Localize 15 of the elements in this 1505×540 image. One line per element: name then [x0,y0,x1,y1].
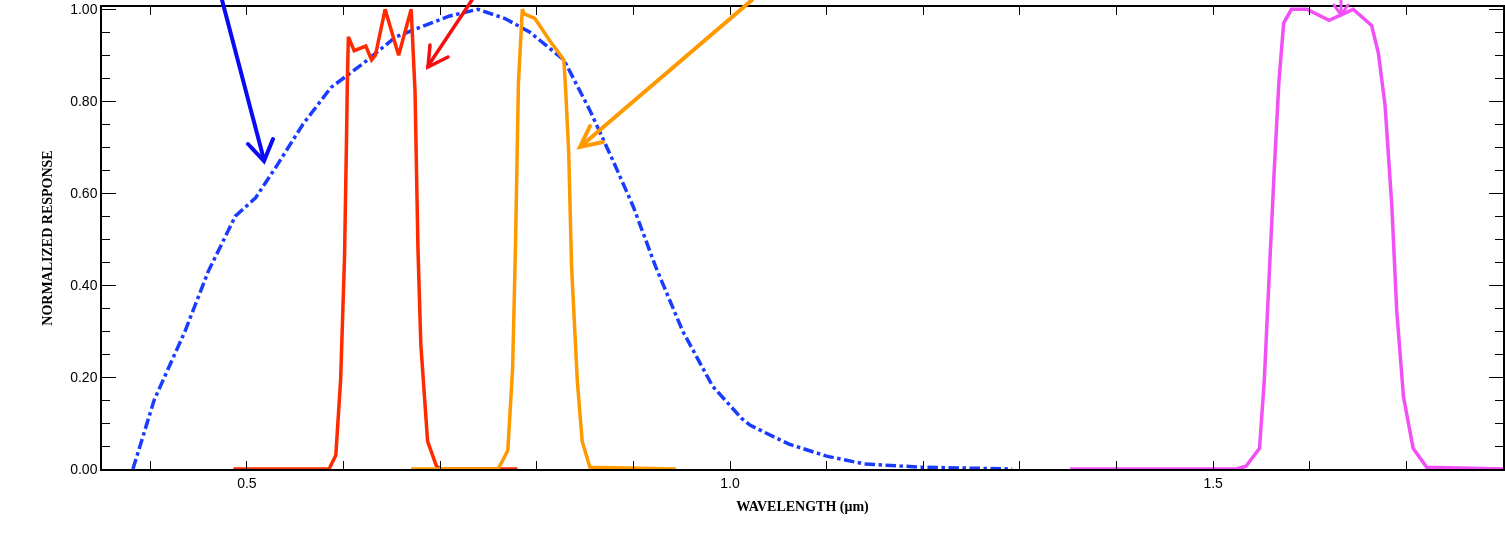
y-axis-title: NORMALIZED RESPONSE [40,150,56,326]
line-series [409,7,678,469]
y-tick-label: 0.60 [70,185,98,202]
y-tick-label: 0.20 [70,368,98,385]
x-axis-title: WAVELENGTH (μm) [736,499,870,516]
line-series [131,7,1014,469]
y-tick-label: 0.80 [70,93,98,110]
y-tick-label: 0.00 [70,460,98,477]
x-tick-label: 1.0 [720,474,740,491]
x-tick-label: 0.5 [237,474,257,491]
y-tick-label: 0.40 [70,277,98,294]
x-tick-label: 1.5 [1203,474,1224,491]
line-series [1068,7,1503,469]
y-tick-label: 1.00 [70,1,98,18]
line-series [231,7,520,469]
